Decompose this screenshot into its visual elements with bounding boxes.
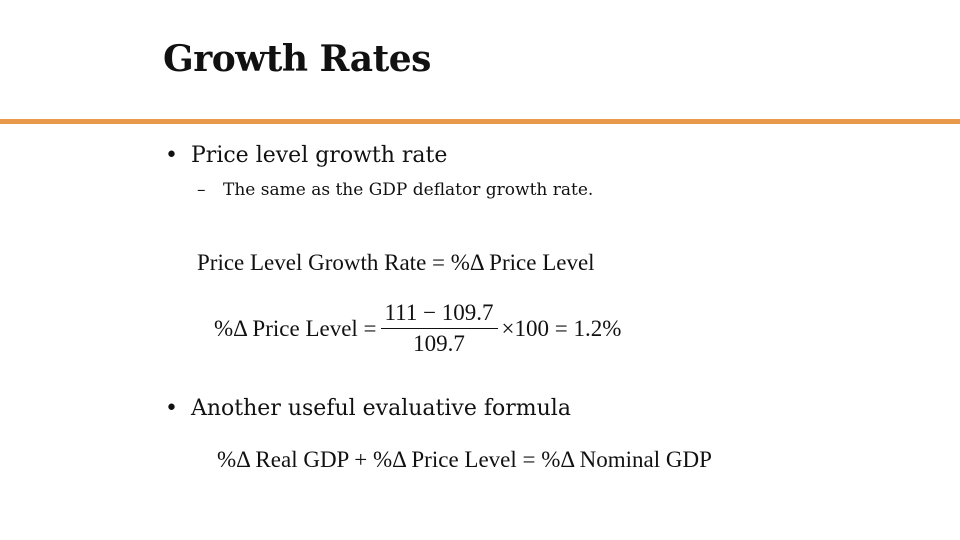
bullet-marker: • (165, 143, 178, 168)
fraction-denominator: 109.7 (413, 331, 465, 356)
equation-calculation: %Δ Price Level = 111 − 109.7 109.7 ×100 … (214, 300, 621, 357)
bullet-text: Another useful evaluative formula (191, 396, 571, 421)
sub-bullet-marker: – (197, 180, 206, 200)
fraction: 111 − 109.7 109.7 (380, 300, 498, 357)
fraction-numerator: 111 − 109.7 (380, 300, 498, 329)
sub-bullet-gdp-deflator: – The same as the GDP deflator growth rat… (197, 180, 593, 200)
equation-lhs: %Δ Price Level = (214, 315, 377, 341)
equation-gdp-identity: %Δ Real GDP + %Δ Price Level = %Δ Nomina… (217, 447, 712, 472)
sub-bullet-text: The same as the GDP deflator growth rate… (223, 180, 594, 200)
bullet-text: Price level growth rate (191, 143, 448, 168)
slide-title: Growth Rates (163, 38, 431, 80)
bullet-price-level-growth: • Price level growth rate (165, 143, 447, 168)
bullet-marker: • (165, 396, 178, 421)
title-divider (0, 119, 960, 124)
bullet-evaluative-formula: • Another useful evaluative formula (165, 396, 571, 421)
equation-price-level-growth: Price Level Growth Rate = %Δ Price Level (197, 250, 595, 275)
equation-rhs: ×100 = 1.2% (501, 315, 622, 341)
